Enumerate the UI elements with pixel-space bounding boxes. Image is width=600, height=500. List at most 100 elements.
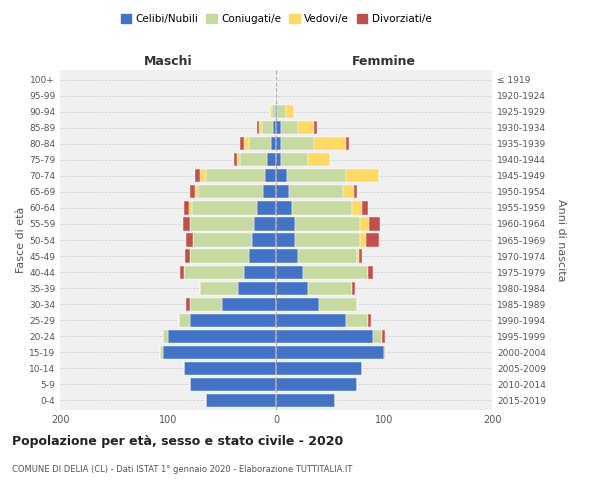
Bar [257,121,259,134]
Bar [198,186,263,198]
Legend: Celibi/Nubili, Coniugati/e, Vedovi/e, Divorziati/e: Celibi/Nubili, Coniugati/e, Vedovi/e, Di… [116,10,436,29]
Bar [308,282,352,294]
Bar [200,170,206,182]
Bar [187,234,193,246]
Bar [276,186,289,198]
Bar [281,153,308,166]
Bar [314,137,346,150]
Bar [298,121,314,134]
Bar [352,202,362,214]
Bar [276,218,295,230]
Bar [183,218,190,230]
Bar [206,170,265,182]
Bar [257,202,276,214]
Bar [192,202,257,214]
Y-axis label: Fasce di età: Fasce di età [16,207,26,273]
Bar [244,266,276,278]
Bar [184,202,188,214]
Bar [276,153,281,166]
Bar [237,153,241,166]
Bar [357,250,359,262]
Y-axis label: Anni di nascita: Anni di nascita [556,198,566,281]
Bar [276,378,357,391]
Bar [384,346,386,359]
Bar [184,266,244,278]
Bar [190,298,222,310]
Bar [200,282,238,294]
Bar [286,105,295,118]
Bar [276,234,295,246]
Bar [373,330,382,343]
Bar [206,394,276,407]
Bar [193,234,252,246]
Bar [190,186,195,198]
Bar [190,218,254,230]
Bar [275,105,276,118]
Bar [238,282,276,294]
Bar [276,298,319,310]
Bar [252,234,276,246]
Bar [222,298,276,310]
Bar [254,218,276,230]
Bar [241,137,244,150]
Bar [185,250,190,262]
Bar [163,346,276,359]
Bar [168,330,276,343]
Text: COMUNE DI DELIA (CL) - Dati ISTAT 1° gennaio 2020 - Elaborazione TUTTITALIA.IT: COMUNE DI DELIA (CL) - Dati ISTAT 1° gen… [12,465,352,474]
Bar [346,137,349,150]
Bar [276,362,362,375]
Bar [346,170,379,182]
Bar [276,105,277,118]
Bar [295,234,360,246]
Bar [276,330,373,343]
Bar [160,346,163,359]
Bar [295,218,360,230]
Bar [249,250,276,262]
Bar [263,186,276,198]
Bar [368,266,373,278]
Bar [281,137,314,150]
Bar [276,137,281,150]
Bar [190,378,276,391]
Bar [360,234,365,246]
Bar [180,266,184,278]
Text: Femmine: Femmine [352,56,416,68]
Bar [277,105,286,118]
Bar [276,394,335,407]
Bar [281,121,298,134]
Bar [298,250,357,262]
Bar [268,153,276,166]
Bar [234,153,237,166]
Bar [368,314,371,327]
Bar [269,105,272,118]
Bar [362,202,368,214]
Bar [369,218,380,230]
Bar [359,250,362,262]
Bar [276,202,292,214]
Bar [343,186,354,198]
Bar [382,330,385,343]
Bar [276,121,281,134]
Bar [195,186,198,198]
Bar [163,330,168,343]
Bar [276,346,384,359]
Bar [276,250,298,262]
Bar [292,202,352,214]
Bar [273,121,276,134]
Bar [249,137,271,150]
Bar [272,105,275,118]
Bar [276,282,308,294]
Bar [365,234,379,246]
Bar [244,137,249,150]
Bar [195,170,200,182]
Bar [276,266,303,278]
Bar [190,314,276,327]
Bar [289,186,343,198]
Bar [179,314,190,327]
Bar [303,266,368,278]
Bar [187,298,190,310]
Bar [259,121,262,134]
Bar [346,314,368,327]
Bar [271,137,276,150]
Bar [354,186,357,198]
